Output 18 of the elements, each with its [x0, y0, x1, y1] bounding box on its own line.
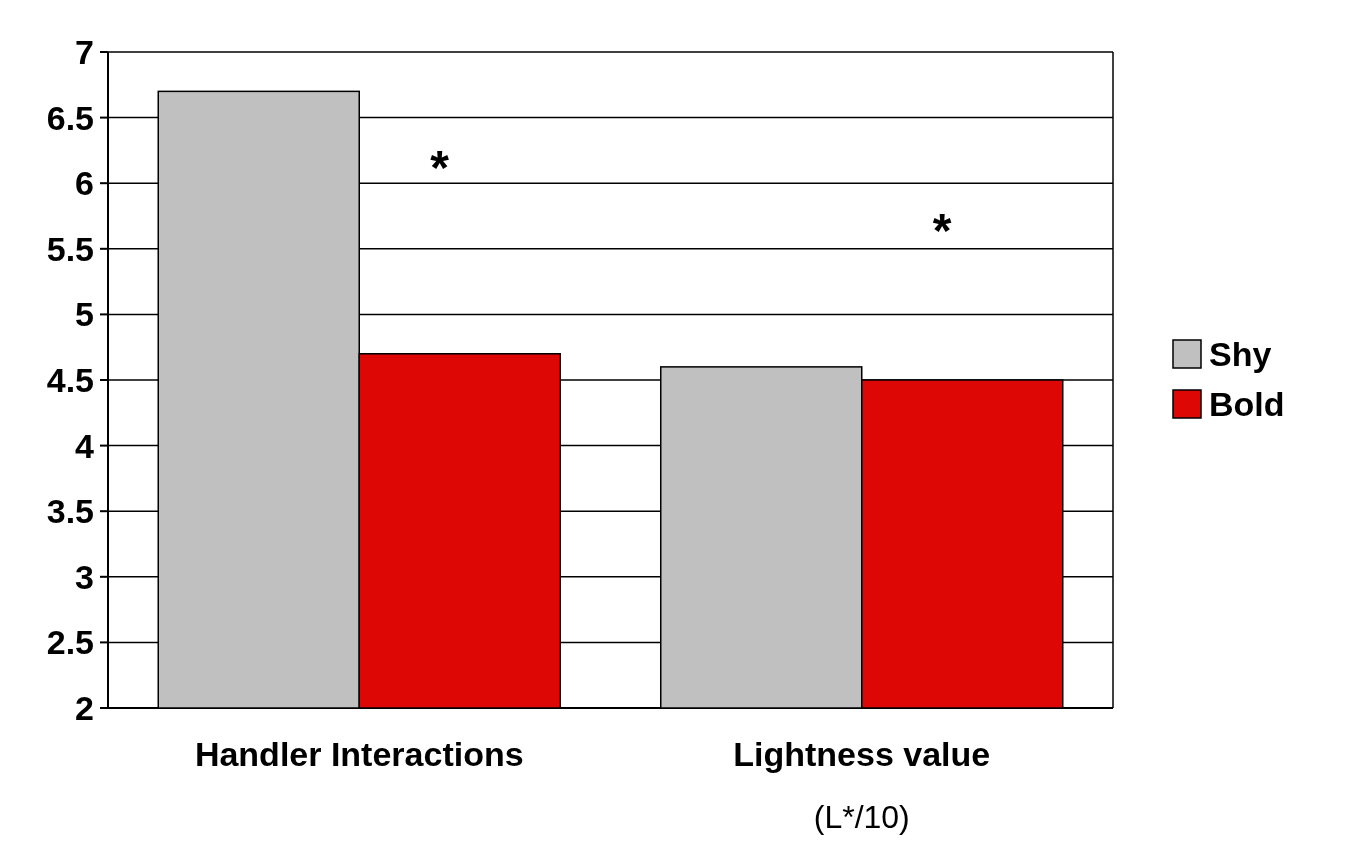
y-tick-label: 6.5 — [46, 98, 94, 137]
annotation: * — [430, 141, 450, 194]
y-tick-label: 2.5 — [46, 623, 94, 662]
y-tick-label: 3.5 — [46, 492, 94, 531]
y-tick-label: 4.5 — [46, 360, 94, 399]
y-tick-label: 3 — [75, 557, 94, 596]
text: (L*/10) — [813, 799, 910, 835]
y-tick-label: 7 — [75, 32, 94, 71]
x-tick-label: Handler Interactions — [194, 735, 524, 773]
y-tick-label: 2 — [75, 688, 94, 727]
legend-label: Shy — [1209, 334, 1272, 373]
y-tick-label: 4 — [75, 426, 95, 465]
annotation: * — [932, 204, 952, 257]
x-tick-label: Lightness value — [733, 735, 991, 773]
legend-label: Bold — [1209, 384, 1285, 423]
y-tick-label: 6 — [75, 164, 94, 203]
y-tick-label: 5.5 — [46, 229, 94, 268]
y-tick-label: 5 — [75, 295, 94, 334]
